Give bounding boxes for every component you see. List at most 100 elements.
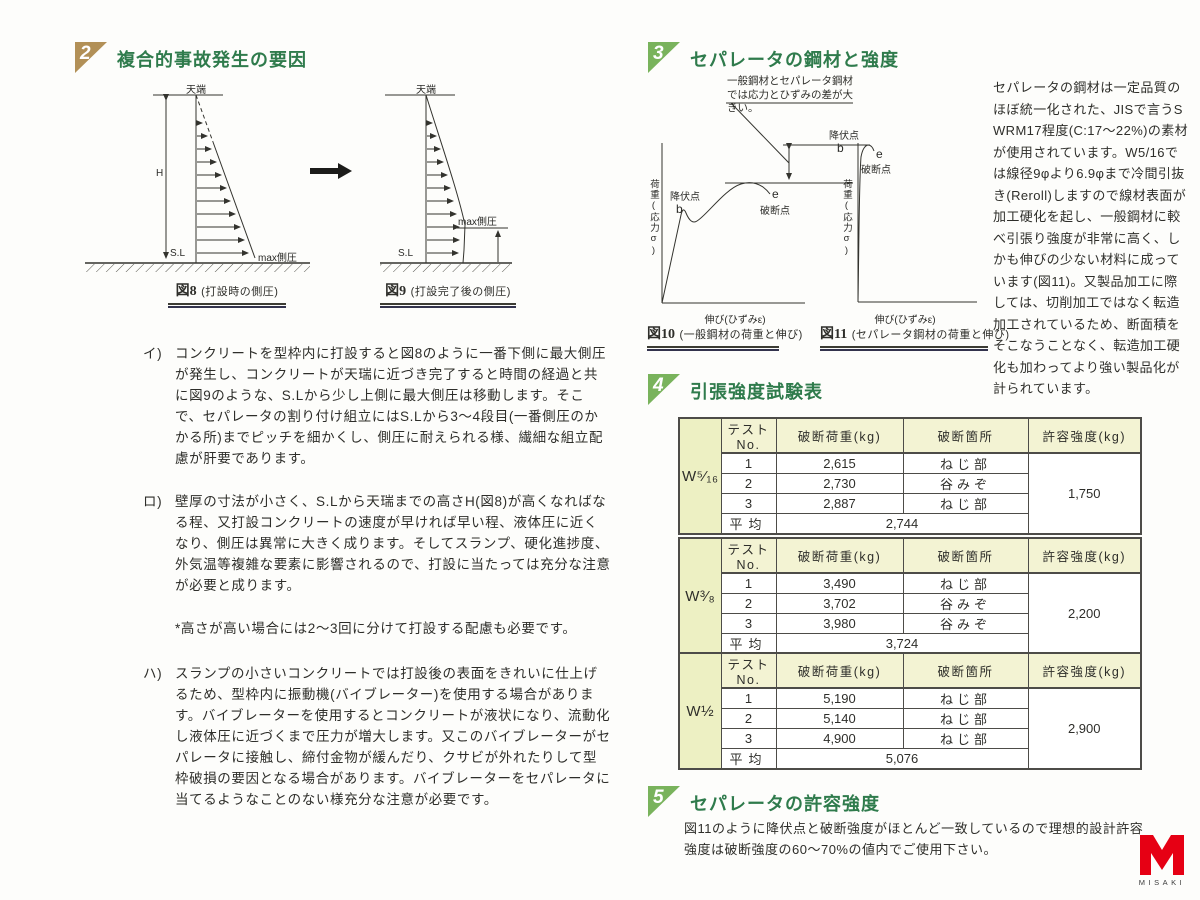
section-2-number: 2 [80,43,91,64]
paragraph-ha: ハ) スランプの小さいコンクリートでは打設後の表面をきれいに仕上げるため、型枠内… [143,663,611,810]
tensile-test-table-w516: W⁵⁄₁₆ テストNo. 破断荷重(kg) 破断箇所 許容強度(kg) 1 2,… [678,417,1142,535]
fig11-caption-number: 図11 [820,327,848,342]
fig8-height-label: H [156,168,164,179]
fig8-sl-label: S.L [170,248,186,259]
paragraph-i-text: コンクリートを型枠内に打設すると図8のように一番下側に最大側圧が発生し、コンクリ… [175,346,607,466]
size-label: W³⁄₈ [678,537,722,655]
section-4-title: 引張強度試験表 [690,382,823,402]
misaki-logo: MISAKI [1136,834,1188,887]
fig10-x-axis-label: 伸び(ひずみε) [704,315,766,326]
allowable-strength: 2,200 [1027,572,1142,655]
test-no: 1 [720,687,777,709]
fig10-caption-text: (一般鋼材の荷重と伸び) [679,329,803,341]
col-header-break-location: 破断箇所 [902,417,1029,454]
fig8-caption: 図8 (打設時の側圧) [168,280,286,308]
test-no: 2 [720,708,777,729]
col-header-break-load: 破断荷重(kg) [775,417,904,454]
section-3-header: 3 セパレータの鋼材と強度 [648,42,899,73]
col-header-allowable: 許容強度(kg) [1027,417,1142,454]
break-location: 谷みぞ [902,613,1029,634]
tensile-test-table-w38: W³⁄₈ テストNo. 破断荷重(kg) 破断箇所 許容強度(kg) 1 3,4… [678,537,1142,655]
fig9-top-label: 天端 [416,85,436,96]
fig11-caption: 図11 (セパレータ鋼材の荷重と伸び) [820,323,1009,351]
fig10-yield-label: 降伏点 [670,192,700,203]
table-row: 3 4,900 ねじ部 [679,728,1141,749]
average-row: 平均 2,744 [679,513,1141,535]
figure-10-11: 一般鋼材とセパレータ鋼材では応力とひずみの差が大きい。 荷重(応力σ) 降伏点 … [645,75,1009,351]
test-no: 1 [720,452,777,474]
fig11-caption-text: (セパレータ鋼材の荷重と伸び) [851,329,1010,341]
fig11-point-b: b [837,141,844,155]
table-row: 1 5,190 ねじ部 2,900 [679,687,1142,770]
col-header-allowable: 許容強度(kg) [1027,537,1142,574]
table-row: 1 3,490 ねじ部 2,200 [679,572,1142,655]
break-location: ねじ部 [902,493,1029,514]
fig11-point-e: e [876,147,883,161]
section-4-badge: 4 [648,374,680,405]
fig10-break-label: 破断点 [760,206,790,217]
fig10-caption-number: 図10 [647,327,675,342]
section-4-number: 4 [653,375,664,396]
fig9-sl-label: S.L [398,248,414,259]
section-2-title: 複合的事故発生の要因 [117,50,307,70]
average-row: 平均 3,724 [679,633,1141,655]
break-location: ねじ部 [902,687,1029,709]
fig11-yield-label: 降伏点 [829,131,859,142]
table-row: 2 2,730 谷みぞ [679,473,1141,494]
test-no: 1 [720,572,777,594]
break-load: 2,615 [775,452,904,474]
section-5-header: 5 セパレータの許容強度 [648,786,880,817]
fig9-caption: 図9 (打設完了後の側圧) [380,280,516,308]
section-3-badge: 3 [648,42,680,73]
paragraph-i: イ) コンクリートを型枠内に打設すると図8のように一番下側に最大側圧が発生し、コ… [143,343,611,469]
transition-arrow-icon [310,163,352,179]
fig9-caption-text: (打設完了後の側圧) [410,286,511,298]
section-3-title: セパレータの鋼材と強度 [690,50,899,70]
section-3-body: セパレータの鋼材は一定品質のほぼ統一化された、JISで言うSWRM17程度(C:… [993,80,1189,396]
section-2-badge: 2 [75,42,107,73]
break-location: ねじ部 [902,708,1029,729]
table-row: 2 5,140 ねじ部 [679,708,1141,729]
col-header-break-load: 破断荷重(kg) [775,652,904,689]
average-label: 平均 [720,748,777,770]
fig11-break-label: 破断点 [861,165,891,176]
fig8-caption-text: (打設時の側圧) [201,286,279,298]
section-5-number: 5 [653,787,664,808]
break-load: 3,490 [775,572,904,594]
allowable-strength: 1,750 [1027,452,1142,535]
section-5-body: 図11のように降伏点と破断強度がほとんど一致しているので理想的設計許容強度は破断… [684,821,1144,857]
fig8-top-label: 天端 [186,85,206,96]
section-5-badge: 5 [648,786,680,817]
fig8-caption-number: 図8 [175,284,197,299]
break-location: ねじ部 [902,728,1029,749]
test-no: 3 [720,493,777,514]
height-note: *高さが高い場合には2〜3回に分けて打設する配慮も必要です。 [175,621,577,636]
table-row: 1 2,615 ねじ部 1,750 [679,452,1142,535]
break-location: ねじ部 [902,452,1029,474]
paragraph-ro: ロ) 壁厚の寸法が小さく、S.Lから天瑞までの高さH(図8)が高くなればなる程、… [143,491,611,596]
break-load: 5,140 [775,708,904,729]
average-value: 2,744 [775,513,1029,535]
average-label: 平均 [720,513,777,535]
section-2-body: イ) コンクリートを型枠内に打設すると図8のように一番下側に最大側圧が発生し、コ… [143,343,611,832]
col-header-allowable: 許容強度(kg) [1027,652,1142,689]
test-no: 2 [720,473,777,494]
break-location: 谷みぞ [902,593,1029,614]
fig9-max-label: max側圧 [458,217,497,228]
col-header-test-no: テストNo. [720,652,777,689]
fig9-caption-number: 図9 [385,284,407,299]
paragraph-ro-text: 壁厚の寸法が小さく、S.Lから天瑞までの高さH(図8)が高くなればなる程、又打設… [175,494,611,593]
break-load: 2,887 [775,493,904,514]
fig10-point-b: b [676,202,683,216]
break-location: 谷みぞ [902,473,1029,494]
fig11-y-axis-label: 荷重(応力σ) [841,179,852,257]
size-label: W½ [678,652,722,770]
break-location: ねじ部 [902,572,1029,594]
section-3-number: 3 [653,43,664,64]
test-no: 3 [720,613,777,634]
fig10-y-axis-label: 荷重(応力σ) [648,179,659,257]
break-load: 3,980 [775,613,904,634]
paragraph-ha-text: スランプの小さいコンクリートでは打設後の表面をきれいに仕上げるため、型枠内に振動… [175,666,611,807]
section-4-header: 4 引張強度試験表 [648,374,823,405]
